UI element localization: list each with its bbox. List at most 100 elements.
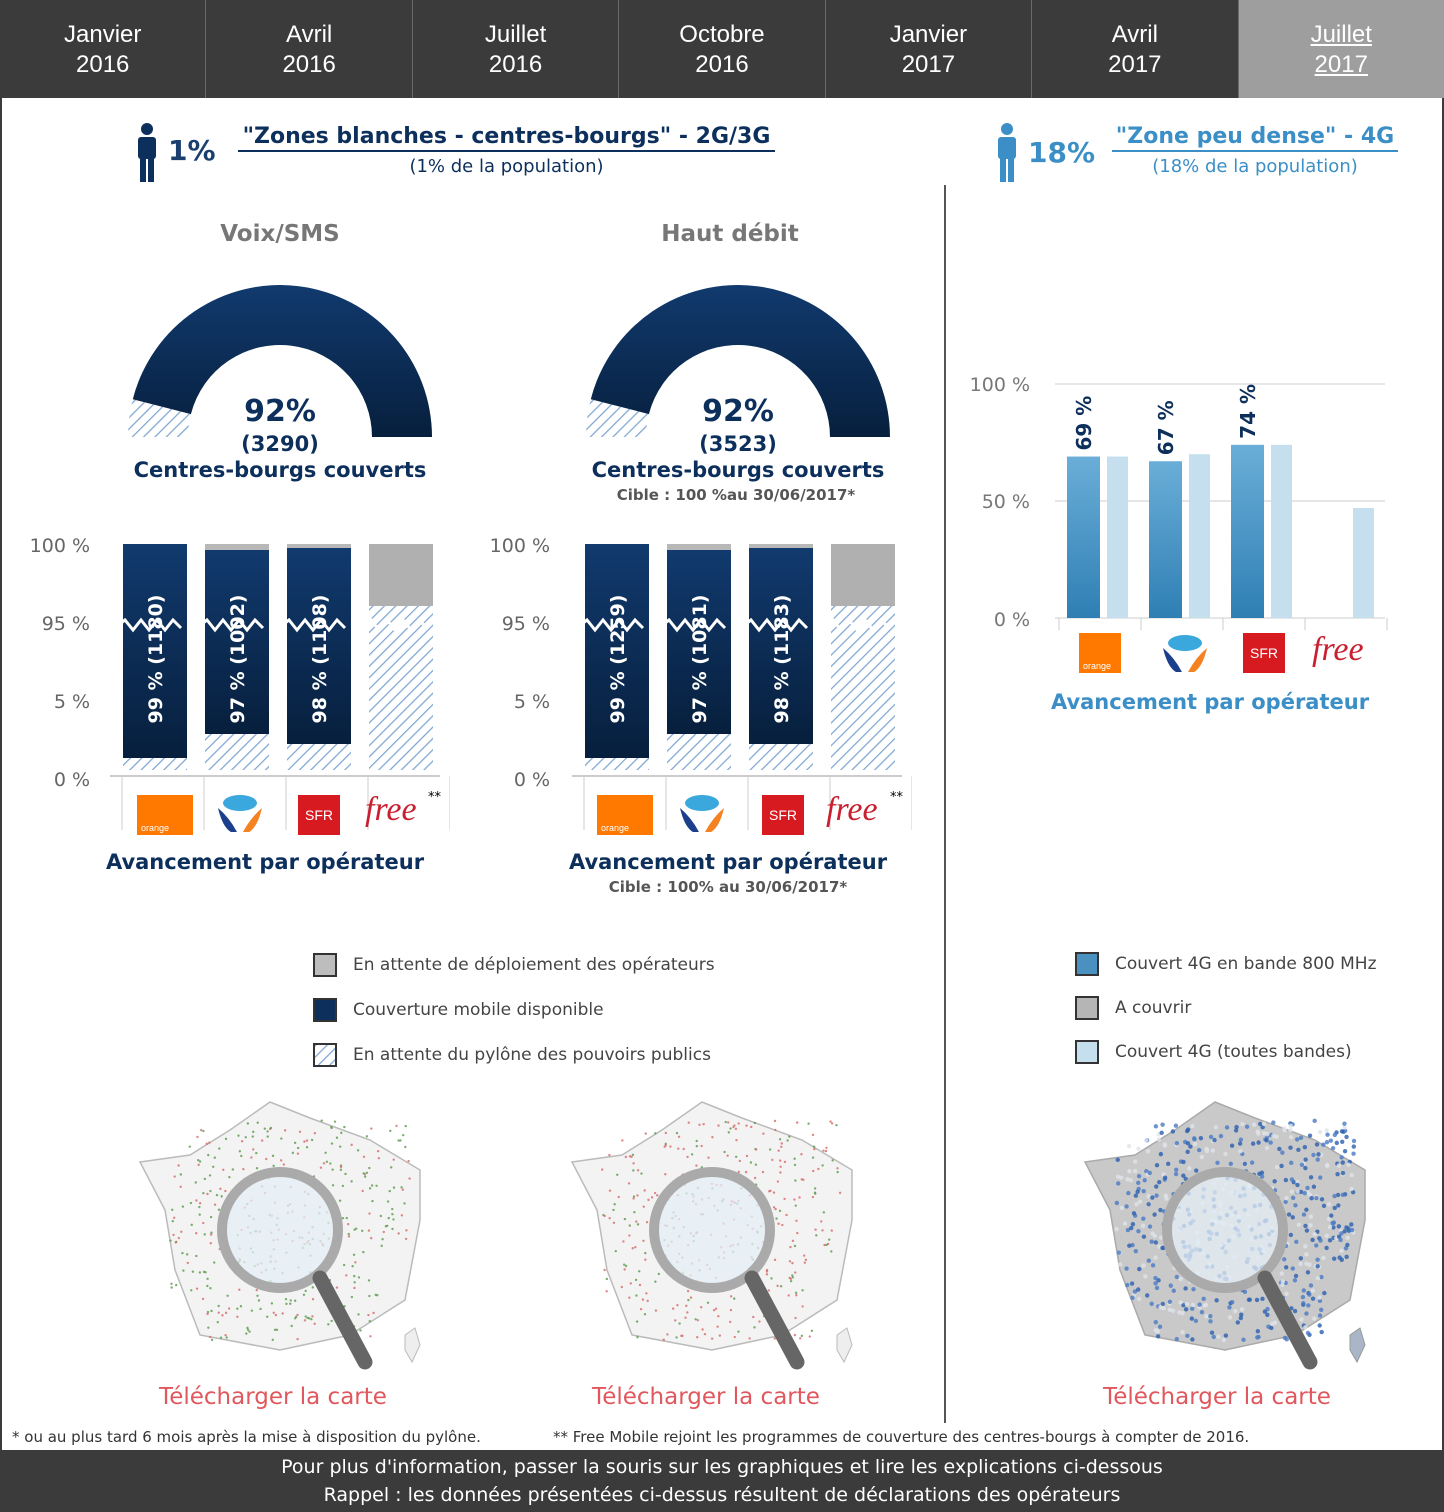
bar-segment-pylon — [205, 734, 269, 770]
axis-break — [742, 617, 809, 633]
legend-label: Couvert 4G (toutes bandes) — [1115, 1042, 1352, 1062]
bar-value-label: 99 % (1259) — [607, 595, 629, 724]
france-map-broadband[interactable] — [552, 1100, 872, 1380]
free-logo: free — [365, 791, 417, 828]
bar-segment-pending — [205, 544, 269, 550]
info-line-1: Pour plus d'information, passer la souri… — [281, 1456, 1163, 1478]
tab-janvier-2016[interactable]: Janvier 2016 — [0, 0, 207, 98]
download-map-link-broadband[interactable]: Télécharger la carte — [592, 1384, 820, 1410]
bouygues-logo — [218, 795, 262, 832]
axis-break — [824, 617, 891, 633]
bar-segment-pending — [369, 544, 433, 606]
bar-segment-covered — [585, 544, 649, 758]
gauge-label-voice: Centres-bourgs couverts — [133, 458, 427, 482]
tab-avril-2016[interactable]: Avril 2016 — [206, 0, 413, 98]
ytick: 0 % — [513, 769, 550, 791]
france-map-voice[interactable] — [120, 1100, 440, 1380]
bar-all-bands — [1353, 508, 1374, 618]
orange-logo: orange — [137, 795, 193, 835]
bar-value-label: 98 % (1183) — [771, 595, 793, 724]
tab-janvier-2017[interactable]: Janvier 2017 — [826, 0, 1033, 98]
stack-bar[interactable] — [362, 544, 433, 770]
stack-bar[interactable]: 97 % (1002) — [198, 544, 269, 770]
bar-group-sfr[interactable]: 74 % — [1231, 384, 1292, 618]
footnote-pylon: * ou au plus tard 6 mois après la mise à… — [12, 1428, 481, 1446]
bouygues-logo — [1163, 635, 1207, 672]
legend-right: Couvert 4G en bande 800 MHz A couvrir Co… — [1075, 942, 1377, 1074]
stack-bar[interactable]: 99 % (1180) — [116, 544, 187, 770]
legend-swatch-light — [1075, 1040, 1099, 1064]
download-map-link-voice[interactable]: Télécharger la carte — [159, 1384, 387, 1410]
section-subtitle-right: (18% de la population) — [1152, 156, 1358, 177]
stack-bar[interactable]: 97 % (1081) — [660, 544, 731, 770]
population-percent-right: 18% — [1028, 136, 1096, 169]
gauge-voice[interactable] — [125, 285, 435, 441]
gauge-count-broadband: (3523) — [699, 432, 777, 456]
stack-bar[interactable] — [824, 544, 895, 770]
gauge-target-broadband: Cible : 100 %au 30/06/2017* — [616, 486, 856, 504]
axis-break — [362, 617, 429, 633]
axis-break — [578, 617, 645, 633]
bar-group-free[interactable] — [1353, 508, 1374, 618]
4g-bar-chart[interactable]: 69 % 67 % 74 % — [1055, 370, 1395, 630]
orange-logo: orange — [1079, 633, 1121, 673]
person-icon — [138, 123, 156, 182]
operator-chart-title-broadband: Avancement par opérateur — [568, 850, 888, 874]
bar-segment-pending — [749, 544, 813, 548]
ytick: 5 % — [513, 691, 550, 713]
download-map-link-4g[interactable]: Télécharger la carte — [1103, 1384, 1331, 1410]
bar-segment-pending — [831, 544, 895, 606]
stack-bar[interactable]: 98 % (1183) — [742, 544, 813, 770]
gauge-percent-voice: 92% — [244, 394, 316, 429]
free-logo: free — [826, 791, 878, 828]
ytick: 100 % — [489, 535, 550, 557]
tab-avril-2017[interactable]: Avril 2017 — [1032, 0, 1239, 98]
bar-segment-covered — [749, 548, 813, 744]
section-title-left[interactable]: "Zones blanches - centres-bourgs" - 2G/3… — [238, 124, 775, 152]
france-map-4g[interactable] — [1065, 1100, 1385, 1380]
ytick: 100 % — [969, 374, 1030, 396]
legend-label: En attente de déploiement des opérateurs — [353, 954, 715, 975]
bar-group-bouygues-telecom[interactable]: 67 % — [1149, 400, 1210, 618]
bar-800mhz — [1067, 456, 1100, 618]
bar-segment-covered — [205, 550, 269, 734]
operator-stack-chart-voice[interactable]: 99 % (1180) 97 % (1002) 98 % (1108) — [110, 540, 450, 840]
bar-value-label: 98 % (1108) — [309, 595, 331, 724]
bar-segment-pylon — [287, 744, 351, 770]
bar-segment-pylon — [667, 734, 731, 770]
population-percent-left: 1% — [168, 134, 216, 167]
legend-left: En attente de déploiement des opérateurs… — [313, 942, 715, 1077]
4g-chart-title: Avancement par opérateur — [1050, 690, 1370, 714]
gauge-percent-broadband: 92% — [702, 394, 774, 429]
stack-bar[interactable]: 99 % (1259) — [578, 544, 649, 770]
axis-break — [116, 617, 183, 633]
axis-break — [198, 617, 265, 633]
tab-octobre-2016[interactable]: Octobre 2016 — [619, 0, 826, 98]
tab-juillet-2016[interactable]: Juillet 2016 — [413, 0, 620, 98]
bar-800mhz — [1231, 444, 1264, 618]
axis-break — [280, 617, 347, 633]
gauge-count-voice: (3290) — [241, 432, 319, 456]
orange-logo: orange — [597, 795, 653, 835]
bar-group-orange[interactable]: 69 % — [1067, 396, 1128, 618]
info-bar: Pour plus d'information, passer la souri… — [0, 1450, 1444, 1512]
stack-bar[interactable]: 98 % (1108) — [280, 544, 351, 770]
sfr-logo: SFR — [298, 795, 340, 835]
bar-value-label: 67 % — [1154, 400, 1178, 455]
ytick: 100 % — [29, 535, 90, 557]
section-divider — [944, 185, 946, 1423]
sfr-logo: SFR — [762, 795, 804, 835]
tab-juillet-2017[interactable]: Juillet 2017 — [1238, 0, 1444, 98]
bar-segment-pylon — [831, 606, 895, 770]
bar-value-label: 97 % (1002) — [227, 595, 249, 724]
bar-segment-pylon — [585, 758, 649, 770]
legend-swatch-hatch — [313, 1042, 337, 1067]
operator-stack-chart-broadband[interactable]: 99 % (1259) 97 % (1081) 98 % (1183) — [572, 540, 912, 840]
legend-label: A couvrir — [1115, 998, 1192, 1018]
gauge-broadband[interactable] — [583, 285, 893, 441]
ytick: 0 % — [53, 769, 90, 791]
section-title-right[interactable]: "Zone peu dense" - 4G — [1112, 124, 1398, 152]
bar-segment-covered — [667, 550, 731, 734]
free-logo: free — [1312, 631, 1364, 668]
bar-value-label: 97 % (1081) — [689, 595, 711, 724]
